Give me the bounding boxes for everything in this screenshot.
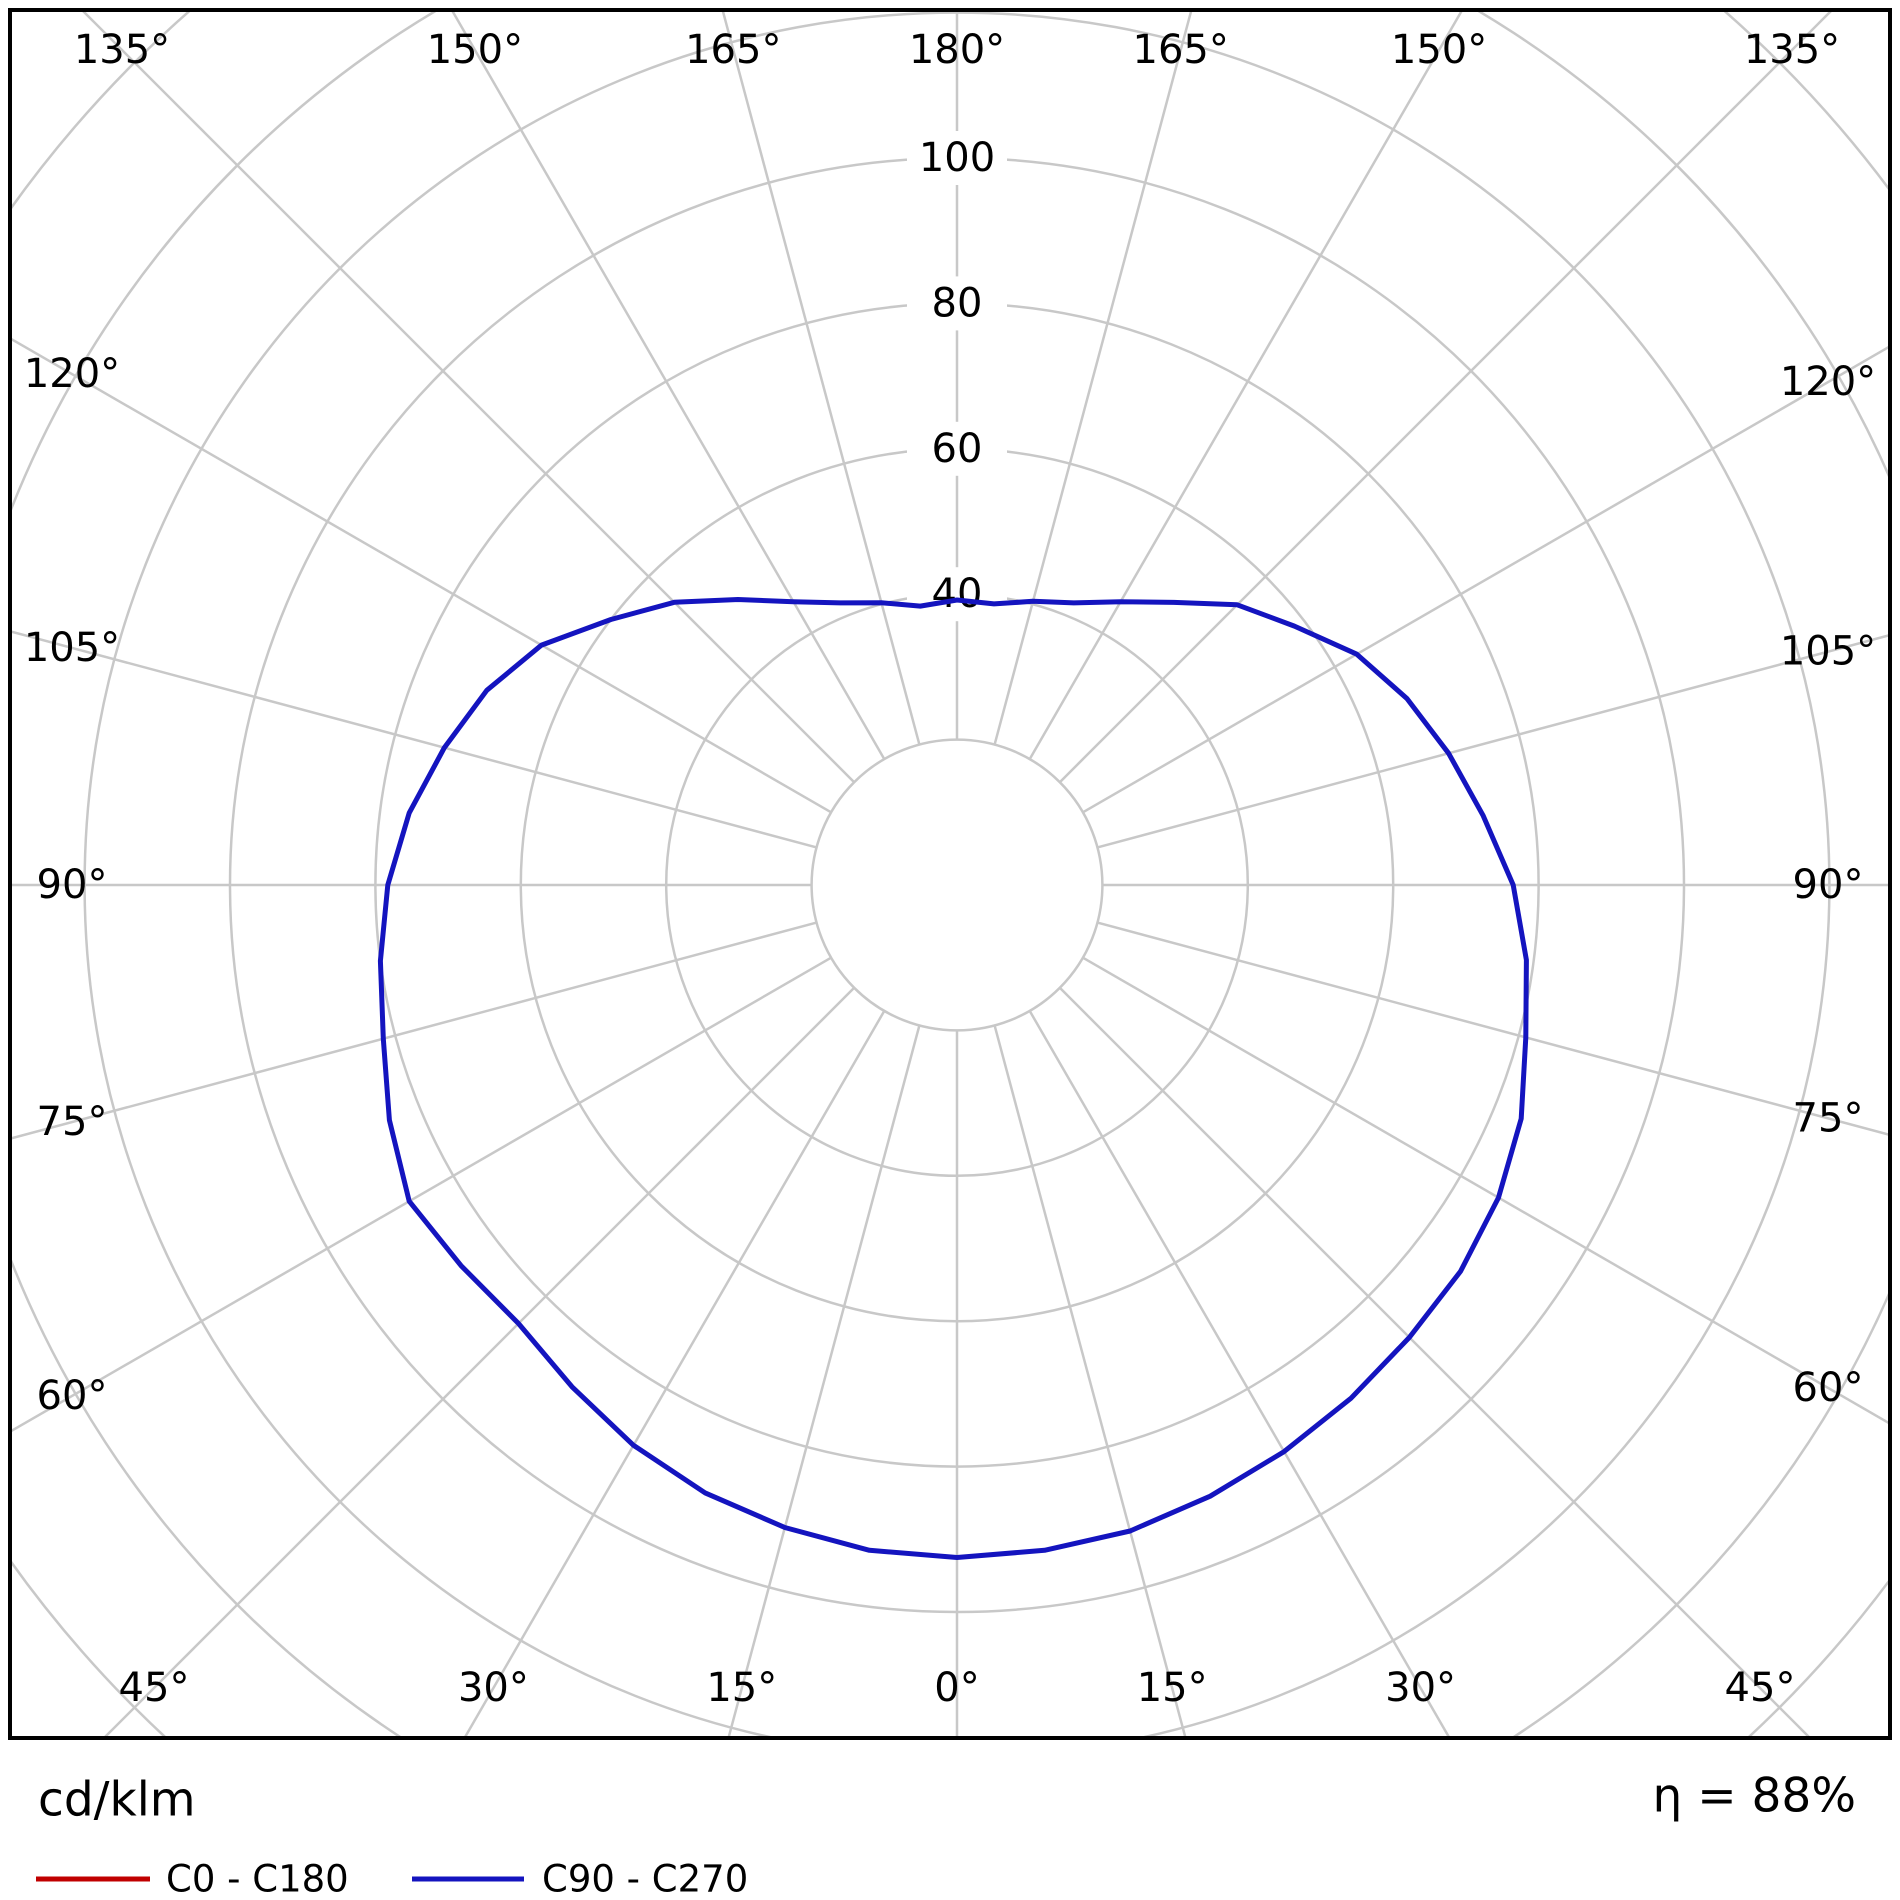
grid-spoke xyxy=(1058,10,1834,784)
grid-spoke xyxy=(1082,956,1890,1426)
grid-spoke xyxy=(1028,1010,1451,1738)
grid-spoke xyxy=(10,336,832,814)
angle-label: 30° xyxy=(1385,1665,1456,1711)
grid-spoke xyxy=(10,629,817,849)
angle-label: 165° xyxy=(685,27,781,73)
angle-label: 15° xyxy=(1137,1665,1208,1711)
angle-label: 45° xyxy=(1725,1665,1796,1711)
angle-label: 75° xyxy=(1793,1095,1864,1141)
angle-label: 90° xyxy=(37,862,108,908)
grid-spoke xyxy=(727,1025,921,1738)
angle-label: 150° xyxy=(427,27,523,73)
grid-spoke xyxy=(1097,633,1890,849)
grid-spoke xyxy=(1058,986,1812,1738)
angle-label: 30° xyxy=(458,1665,529,1711)
angle-label: 120° xyxy=(1780,359,1876,405)
angle-label: 165° xyxy=(1133,27,1229,73)
legend: C0 - C180 C90 - C270 xyxy=(36,1858,748,1900)
angle-label: 45° xyxy=(119,1665,190,1711)
intensity-curve-c90-c270 xyxy=(377,597,1529,1560)
angle-label: 15° xyxy=(706,1665,777,1711)
grid-spoke xyxy=(450,10,886,760)
grid-spoke xyxy=(10,956,832,1434)
grid-spoke xyxy=(463,1010,886,1738)
angle-label: 135° xyxy=(74,27,170,73)
curve-layer xyxy=(377,597,1529,1560)
angle-label: 105° xyxy=(1780,629,1876,675)
angle-label: 180° xyxy=(909,27,1005,73)
angle-label: 150° xyxy=(1391,27,1487,73)
radius-label: 100 xyxy=(919,135,995,181)
efficiency-label: η = 88% xyxy=(1652,1769,1856,1824)
grid-spoke xyxy=(10,921,817,1141)
legend-label-c0-c180: C0 - C180 xyxy=(166,1858,349,1900)
radius-label-backing xyxy=(907,131,1007,185)
radius-label: 60 xyxy=(932,426,983,472)
radius-label: 80 xyxy=(932,280,983,326)
angle-label: 0° xyxy=(934,1665,979,1711)
angle-label: 105° xyxy=(24,625,120,671)
unit-label: cd/klm xyxy=(38,1773,196,1828)
legend-label-c90-c270: C90 - C270 xyxy=(542,1858,748,1900)
grid-spoke xyxy=(1082,344,1890,814)
radius-label: 40 xyxy=(932,571,983,617)
angle-label: 90° xyxy=(1793,862,1864,908)
angle-label: 120° xyxy=(24,351,120,397)
grid-spoke xyxy=(102,986,856,1738)
grid-spoke xyxy=(1097,921,1890,1137)
grid-spoke xyxy=(993,10,1193,745)
grid-spoke xyxy=(993,1025,1187,1738)
grid-spoke xyxy=(1028,10,1464,760)
grid-spoke xyxy=(721,10,921,745)
plot-frame xyxy=(8,8,1892,1740)
radius-label-backing xyxy=(907,421,1007,476)
grid-circle xyxy=(810,738,1104,1032)
radius-label-backing xyxy=(907,276,1007,331)
angle-label: 60° xyxy=(37,1373,108,1419)
grid-spoke xyxy=(80,10,856,784)
angle-label: 75° xyxy=(37,1099,108,1145)
axis-labels: 0° 15° 15° 30° 30° 45° 45° 60° 60° 75° 75° 90° 90° 10… xyxy=(24,27,1876,1711)
angle-label: 135° xyxy=(1744,27,1840,73)
radius-label-backing xyxy=(907,567,1007,622)
angle-label: 60° xyxy=(1793,1365,1864,1411)
